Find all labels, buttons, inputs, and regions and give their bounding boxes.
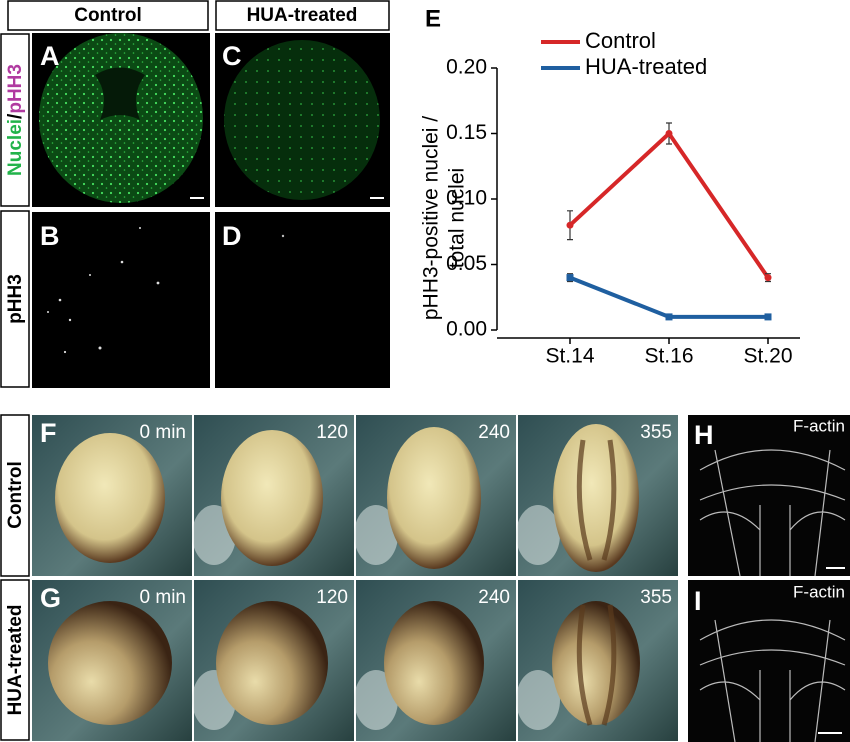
dots <box>47 227 160 354</box>
embryo <box>216 601 328 725</box>
marker <box>566 274 574 282</box>
panel-letter: C <box>222 41 242 71</box>
chart: E pHH3-positive nuclei / total nuclei 0.… <box>420 5 800 368</box>
dot <box>281 234 285 238</box>
row-box <box>0 33 30 207</box>
embryo <box>48 601 172 725</box>
panel-letter: G <box>40 583 61 613</box>
embryo <box>384 601 484 725</box>
row-label: Nuclei/pHH3 <box>5 64 26 176</box>
embryo <box>552 601 640 725</box>
y-tick-label: 0.00 <box>446 318 487 341</box>
row-label-part: Nuclei <box>5 119 26 176</box>
embryo <box>221 430 323 566</box>
panel-letter: F <box>40 418 57 448</box>
image-panel <box>32 212 210 388</box>
y-tick-label: 0.10 <box>446 187 487 210</box>
legend-label: HUA-treated <box>585 54 707 79</box>
panel-letter: E <box>425 5 441 32</box>
column-header: HUA-treated <box>247 5 358 26</box>
y-tick-label: 0.05 <box>446 252 487 275</box>
marker <box>764 274 772 282</box>
series-line <box>568 130 770 279</box>
y-axis-label: total nuclei <box>446 168 469 268</box>
glare <box>516 670 560 730</box>
marker <box>665 313 673 321</box>
time-label: 0 min <box>140 422 186 443</box>
y-axis-label: pHH3-positive nuclei / <box>420 116 443 320</box>
cavity <box>95 67 145 120</box>
marker <box>665 130 673 137</box>
time-label: 240 <box>478 587 510 608</box>
image-panel <box>688 415 850 576</box>
panel-letter: D <box>222 221 242 251</box>
row-label: Control <box>5 461 26 529</box>
header-box <box>215 0 390 31</box>
row-label: pHH3 <box>5 274 26 324</box>
row-label-part: pHH3 <box>5 64 26 114</box>
glare <box>516 505 560 565</box>
x-tick-label: St.16 <box>644 345 693 368</box>
panel-letter: A <box>40 41 60 71</box>
image-panel <box>215 212 390 388</box>
y-tick-label: 0.15 <box>446 121 487 144</box>
row-label-part: / <box>5 113 26 119</box>
embryo <box>39 33 203 203</box>
row-label: HUA-treated <box>5 605 26 716</box>
x-tick-label: St.14 <box>545 345 594 368</box>
embryo <box>387 427 481 569</box>
glare <box>354 670 398 730</box>
stain-label: F-actin <box>793 582 845 601</box>
series-line <box>569 275 768 319</box>
row-box <box>0 414 30 577</box>
panel-letter: B <box>40 221 60 251</box>
y-tick-label: 0.20 <box>446 56 487 79</box>
header-box <box>7 0 209 31</box>
marker <box>764 313 772 321</box>
time-label: 120 <box>316 422 348 443</box>
image-panel <box>688 580 850 742</box>
time-label: 0 min <box>140 587 186 608</box>
panel-letter: I <box>694 586 702 616</box>
x-tick-label: St.20 <box>743 345 792 368</box>
time-label: 355 <box>640 422 672 443</box>
row-box <box>0 579 30 741</box>
actin-panel: H F-actin I F-actin <box>688 415 850 742</box>
stain-label: F-actin <box>793 416 845 435</box>
time-label: 120 <box>316 587 348 608</box>
time-label: 355 <box>640 587 672 608</box>
marker <box>566 221 574 229</box>
embryo <box>224 40 380 200</box>
row-box <box>0 210 30 388</box>
glare <box>354 505 398 565</box>
time-label: 240 <box>478 422 510 443</box>
column-header: Control <box>74 5 142 26</box>
embryo-rows: 0 min 120 240 355 F 0 min 120 240 355 G <box>32 415 678 741</box>
embryo <box>55 433 165 563</box>
legend-label: Control <box>585 28 656 53</box>
embryo <box>553 424 639 572</box>
panel-letter: H <box>694 420 714 450</box>
actin-lines <box>699 619 846 742</box>
neural-folds <box>576 439 617 561</box>
neural-folds <box>576 604 617 726</box>
actin-lines <box>699 449 846 577</box>
